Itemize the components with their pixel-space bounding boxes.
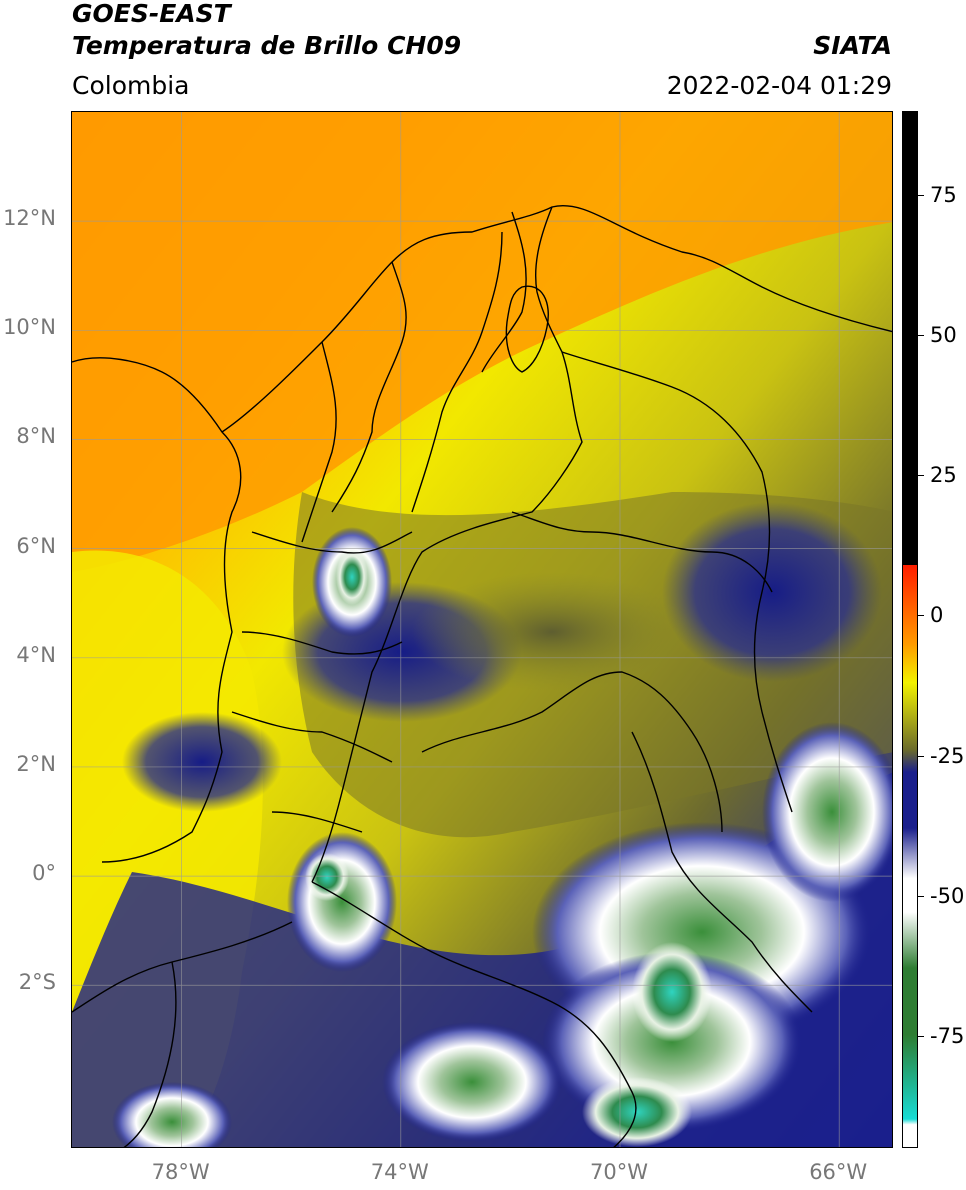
colorbar-tick-label: 25 [930,463,957,488]
lon-label: 66°W [809,1160,868,1184]
lon-label: 74°W [370,1160,429,1184]
brand-label: SIATA [813,31,892,60]
region-label: Colombia [72,71,190,100]
lon-label: 78°W [151,1160,210,1184]
storm-cell [112,1082,232,1147]
cyan-core [582,1077,692,1147]
lat-label: 10°N [3,315,56,340]
timestamp-label: 2022-02-04 01:29 [666,71,892,100]
colorbar-tick [918,195,924,197]
colorbar-tick-label: 75 [930,183,957,208]
colorbar-tick [918,755,924,757]
lat-label: 4°N [16,642,56,667]
colorbar-tick-label: 50 [930,323,957,348]
colorbar-tick [918,615,924,617]
colorbar-tick [918,335,924,337]
cyan-core [305,853,349,901]
lat-label: 2°N [16,751,56,776]
storm-cell [382,1022,562,1142]
colorbar-tick [918,895,924,897]
colorbar [902,111,918,1148]
colorbar-tick-label: 0 [930,603,944,628]
lat-label: 8°N [16,424,56,449]
lat-label: 0° [32,861,56,886]
colorbar-tick-label: -75 [930,1023,965,1048]
colorbar-tick-label: -25 [930,743,965,768]
dark-cell [122,712,282,812]
title-line1: GOES-EAST [72,0,231,28]
orange-band [72,112,892,572]
satellite-map [71,111,893,1148]
title-line2: Temperatura de Brillo CH09 [72,31,462,60]
country-borders [72,205,892,1147]
colorbar-tick-label: -50 [930,883,965,908]
lat-label: 6°N [16,533,56,558]
lat-label: 12°N [3,206,56,231]
lake-maracaibo [505,285,549,373]
lon-label: 70°W [590,1160,648,1184]
olive-cell [412,572,692,692]
cyan-core [336,549,368,605]
colorbar-tick [918,1035,924,1037]
colorbar-tick [918,475,924,477]
cyan-core [632,942,712,1042]
storm-cell [287,832,397,972]
lat-label: 2°S [18,970,56,995]
